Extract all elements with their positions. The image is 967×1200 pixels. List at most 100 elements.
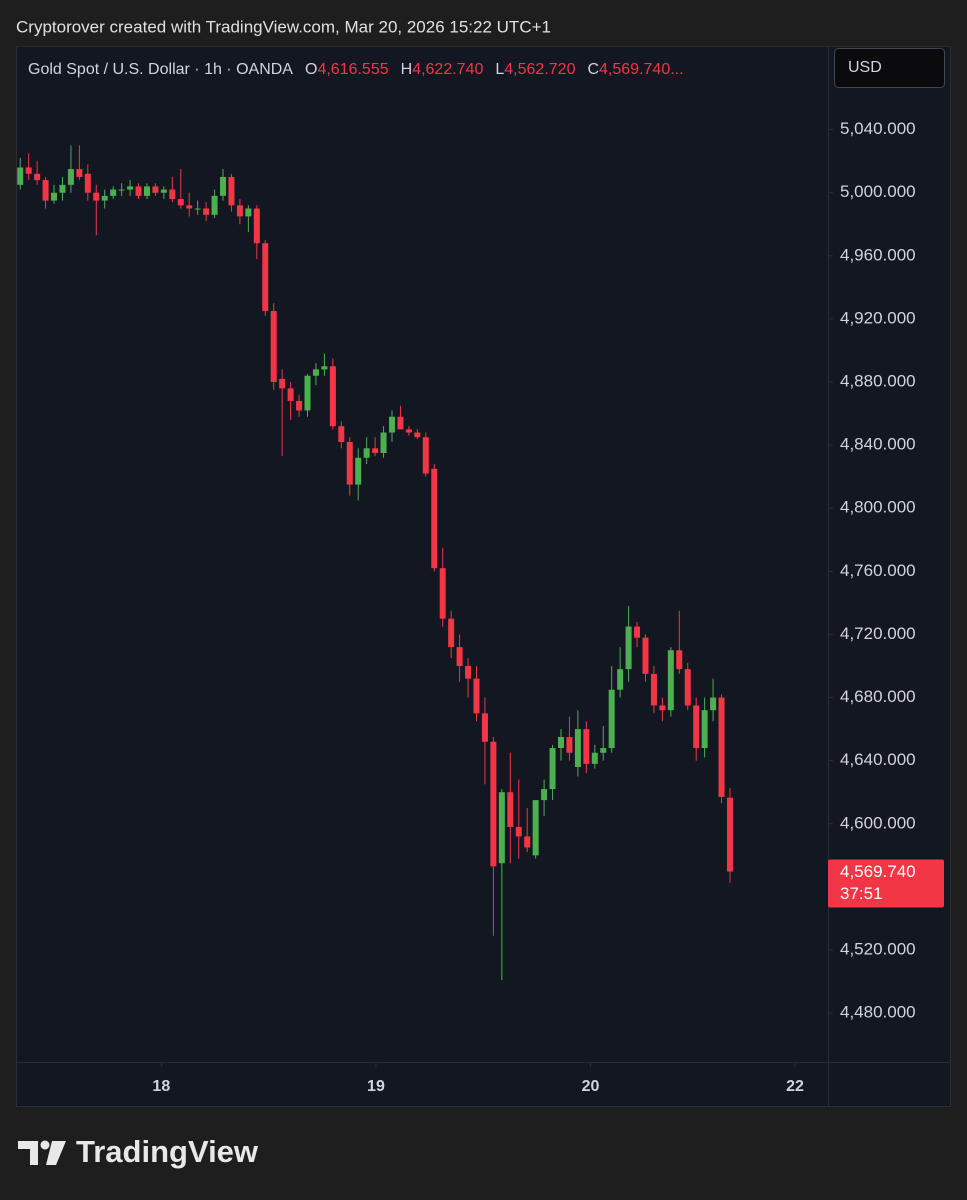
y-tick-label: 4,840.000 [840, 435, 916, 454]
y-tick-label: 4,760.000 [840, 561, 916, 580]
logo-mark [46, 1141, 66, 1165]
candle-body [448, 618, 455, 648]
y-tick-label: 4,520.000 [840, 939, 916, 958]
candle-body [338, 426, 345, 442]
candle-body [397, 416, 404, 430]
candle-body [25, 167, 32, 174]
candle-body [617, 669, 624, 690]
candle-body [600, 748, 607, 753]
last-price-box [828, 859, 944, 908]
brand: TradingView [76, 1134, 259, 1169]
chart-title: Gold Spot / U.S. Dollar · 1h · OANDA [28, 61, 293, 78]
candle-body [312, 369, 319, 376]
candle-body [59, 184, 66, 193]
candle-body [262, 243, 269, 312]
y-tick-label: 4,920.000 [840, 308, 916, 327]
candle-body [84, 173, 91, 193]
candle-body [701, 710, 708, 749]
x-tick-label: 22 [786, 1078, 804, 1095]
candle-body [279, 378, 286, 389]
y-tick-label: 4,600.000 [840, 813, 916, 832]
candle-body [498, 792, 505, 864]
candle-body [557, 737, 564, 749]
candle-body [439, 568, 446, 619]
candle-body [574, 729, 581, 767]
candle-body [355, 457, 362, 485]
candle-body [473, 678, 480, 714]
candle-body [650, 673, 657, 706]
candle-body [726, 797, 733, 872]
candle-body [465, 666, 472, 679]
candle-body [34, 173, 41, 181]
plot-area [17, 145, 733, 980]
countdown: 37:51 [840, 884, 883, 903]
y-tick-label: 5,000.000 [840, 182, 916, 201]
candle-body [625, 626, 632, 670]
candle-body [541, 789, 548, 801]
candle-body [566, 737, 573, 753]
ohlc-key: C [587, 61, 599, 78]
candle-body [177, 199, 184, 206]
x-tick-label: 20 [582, 1078, 600, 1095]
y-tick-label: 5,040.000 [840, 119, 916, 138]
candle-body [270, 311, 277, 383]
candle-body [253, 208, 260, 244]
candle-body [608, 689, 615, 749]
y-tick-label: 4,960.000 [840, 245, 916, 264]
logo-mark [18, 1141, 38, 1165]
currency[interactable]: USD [848, 59, 882, 76]
candle-body [118, 189, 125, 191]
candle-body [76, 169, 83, 177]
candle-body [710, 697, 717, 711]
y-tick-label: 4,800.000 [840, 498, 916, 517]
candle-body [296, 400, 303, 411]
candle-body [203, 208, 210, 215]
candle-body [93, 192, 100, 201]
candle-body [194, 208, 201, 210]
candle-body [642, 637, 649, 674]
candle-body [490, 741, 497, 867]
candle-body [718, 697, 725, 797]
ohlc-value: 4,616.555 [317, 61, 388, 78]
candle-body [220, 176, 227, 196]
candle-body [684, 669, 691, 706]
candle-body [431, 468, 438, 569]
y-tick-label: 4,720.000 [840, 624, 916, 643]
candle-body [515, 826, 522, 837]
candle-body [110, 189, 117, 196]
candle-body [507, 792, 514, 827]
candle-body [236, 205, 243, 217]
ohlc-value: 4,622.740 [412, 61, 483, 78]
candle-body [67, 169, 74, 185]
candle-body [321, 366, 328, 370]
candle-body [186, 205, 193, 209]
candle-body [101, 195, 108, 201]
y-tick-label: 4,480.000 [840, 1003, 916, 1022]
ohlc-key: H [401, 61, 413, 78]
x-tick-label: 18 [152, 1078, 170, 1095]
candle-body [245, 208, 252, 217]
candle-body [380, 432, 387, 454]
candle-body [693, 705, 700, 749]
candle-body [127, 186, 134, 190]
candle-body [405, 429, 412, 433]
ohlc-value: 4,562.720 [504, 61, 575, 78]
ohlc-key: L [495, 61, 504, 78]
candle-body [287, 388, 294, 401]
candle-body [481, 713, 488, 742]
candle-body [549, 748, 556, 790]
y-tick-label: 4,640.000 [840, 750, 916, 769]
x-tick-label: 19 [367, 1078, 385, 1095]
candle-body [135, 186, 142, 196]
currency-box[interactable] [834, 48, 945, 88]
candle-body [346, 441, 353, 485]
candle-body [414, 432, 421, 438]
candle-body [583, 729, 590, 764]
candle-body [659, 705, 666, 711]
logo-mark [40, 1140, 50, 1150]
candle-body [169, 189, 176, 200]
candle-body [667, 650, 674, 711]
logo: TradingView [18, 1134, 259, 1169]
